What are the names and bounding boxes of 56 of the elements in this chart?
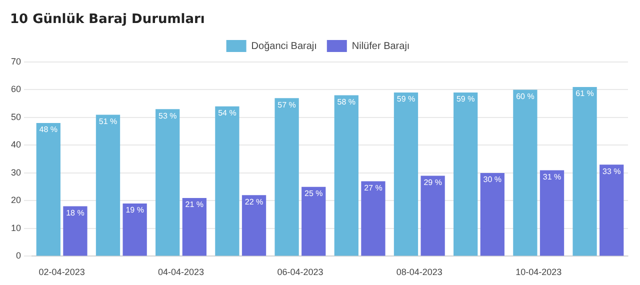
bar: [36, 123, 60, 256]
data-label: 29 %: [424, 178, 442, 187]
data-label: 59 %: [396, 94, 416, 104]
y-tick-label: 20: [10, 195, 22, 206]
x-tick-label: 02-04-2023: [38, 267, 85, 278]
bar: [480, 172, 504, 256]
y-tick-label: 60: [10, 84, 22, 94]
data-label: 53 %: [158, 111, 177, 120]
x-tick-label: 10-04-2023: [516, 267, 562, 278]
bar: [334, 95, 358, 256]
bar: [361, 181, 386, 256]
data-label: 58 %: [337, 97, 356, 106]
data-label: 60 %: [516, 92, 534, 101]
data-label: 25 %: [304, 189, 323, 198]
data-label: 33 %: [602, 166, 621, 176]
data-label: 61 %: [576, 89, 594, 98]
x-tick-label: 04-04-2023: [158, 267, 204, 278]
bar: [394, 92, 418, 256]
data-label: 48 %: [39, 125, 58, 134]
data-label: 22 %: [244, 197, 264, 206]
bar: [122, 203, 147, 256]
data-label: 19 %: [126, 206, 144, 215]
x-tick-label: 06-04-2023: [277, 267, 324, 278]
x-tick-label: 08-04-2023: [396, 267, 442, 278]
data-label: 27 %: [364, 183, 382, 192]
y-tick-label: 70: [10, 56, 22, 66]
data-label: 18 %: [66, 208, 84, 218]
bar: [182, 198, 206, 256]
data-label: 57 %: [278, 100, 296, 110]
bar: [513, 90, 538, 256]
data-label: 30 %: [483, 175, 502, 184]
data-label: 59 %: [456, 94, 475, 104]
bar: [215, 106, 240, 256]
bar: [572, 86, 597, 256]
bar: [540, 170, 564, 256]
bar: [242, 195, 266, 256]
chart-title: 10 Günlük Baraj Durumları: [10, 12, 205, 27]
y-tick-label: 10: [10, 222, 22, 233]
data-label: 54 %: [218, 108, 236, 118]
bar: [302, 186, 326, 256]
bar: [600, 164, 624, 256]
data-label: 31 %: [542, 172, 562, 182]
y-tick-label: 40: [10, 140, 22, 150]
data-label: 51 %: [98, 116, 118, 126]
bar: [454, 92, 478, 256]
bar: [63, 206, 88, 256]
y-tick-label: 50: [10, 112, 22, 122]
bar: [96, 114, 120, 256]
legend-label: Nilüfer Barajı: [352, 40, 410, 52]
y-tick-label: 0: [16, 250, 22, 261]
bar: [156, 109, 180, 256]
y-tick-label: 30: [10, 167, 22, 178]
legend-label: Doğanci Barajı: [251, 40, 317, 52]
bar: [420, 176, 445, 256]
bar: [274, 98, 299, 256]
data-label: 21 %: [185, 200, 204, 210]
